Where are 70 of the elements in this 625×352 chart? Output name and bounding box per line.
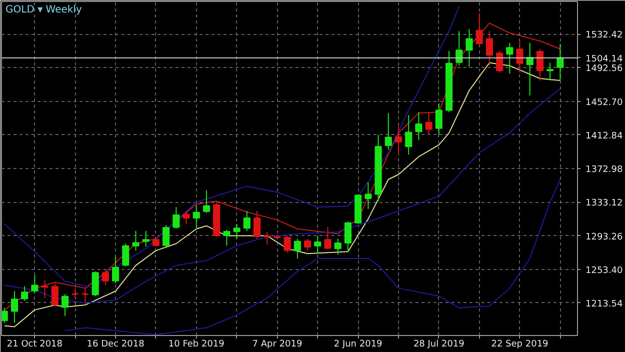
candlestick — [506, 42, 514, 74]
candlestick — [172, 206, 180, 230]
candlestick — [486, 30, 493, 66]
y-tick-label: 1412.84 — [586, 131, 623, 142]
candlestick — [51, 282, 58, 306]
candlestick — [546, 62, 554, 82]
y-tick-label: 1293.26 — [586, 232, 623, 242]
candlestick — [294, 238, 301, 259]
y-tick-label: 1253.40 — [586, 266, 623, 276]
line-series — [64, 178, 561, 336]
candlestick — [31, 274, 38, 294]
candlestick — [61, 294, 69, 316]
candlestick — [384, 112, 392, 150]
candlestick — [466, 28, 473, 68]
candlestick — [324, 226, 332, 250]
candlestick — [334, 238, 342, 256]
candlestick — [253, 210, 261, 240]
candlestick — [456, 30, 463, 66]
y-tick-label: 1372.98 — [586, 165, 623, 176]
candlestick — [21, 286, 28, 302]
x-tick-label: 16 Dec 2018 — [86, 340, 145, 350]
candlestick — [284, 235, 291, 254]
x-tick-label: 10 Feb 2019 — [168, 340, 225, 350]
candlestick — [223, 229, 230, 246]
candlestick — [202, 190, 210, 214]
candlestick — [344, 221, 352, 252]
candlestick — [132, 230, 140, 252]
candlestick — [162, 224, 170, 248]
candlestick — [405, 114, 412, 156]
candlestick — [364, 182, 372, 210]
candlestick — [142, 230, 150, 248]
y-tick-label: 1333.12 — [586, 198, 623, 209]
candlestick — [425, 112, 432, 136]
candlestick — [92, 270, 99, 297]
line-series — [4, 62, 561, 328]
y-tick-label: 1213.54 — [586, 299, 623, 310]
x-tick-label: 2 Jun 2019 — [334, 340, 383, 350]
x-tick-label: 7 Apr 2019 — [252, 340, 302, 350]
candlestick — [496, 50, 504, 74]
x-tick-label: 21 Oct 2018 — [6, 340, 63, 350]
line-series — [4, 6, 460, 289]
candlestick — [435, 102, 442, 136]
candlestick — [81, 288, 90, 304]
candlestick — [112, 256, 120, 284]
candlestick — [476, 12, 483, 46]
candlestick — [71, 288, 79, 299]
candlestick — [304, 238, 312, 252]
x-tick-label: 22 Sep 2019 — [491, 340, 549, 350]
candlestick — [516, 40, 524, 74]
x-tick-label: 28 Jul 2019 — [413, 340, 465, 350]
y-tick-label: 1452.70 — [586, 98, 623, 108]
y-tick-label: 1532.42 — [586, 30, 623, 41]
candlestick — [182, 210, 190, 224]
line-series — [4, 88, 561, 304]
candlestick — [102, 270, 109, 286]
candlestick — [2, 307, 8, 324]
candlestick — [415, 112, 422, 140]
candlestick — [233, 223, 240, 240]
y-tick-label: 1492.56 — [586, 64, 623, 74]
candlestick — [122, 243, 130, 267]
candlestick — [394, 124, 402, 156]
chart-title: GOLD ▾ Weekly — [6, 4, 82, 16]
candlestick — [41, 280, 48, 299]
candlestick — [192, 204, 200, 228]
candlestick — [314, 235, 322, 254]
candlestick — [243, 210, 250, 232]
candlestick — [556, 43, 564, 82]
ref-line-label: 1504.14 — [586, 54, 623, 64]
candlestick — [536, 48, 544, 82]
candlestick — [10, 290, 18, 324]
